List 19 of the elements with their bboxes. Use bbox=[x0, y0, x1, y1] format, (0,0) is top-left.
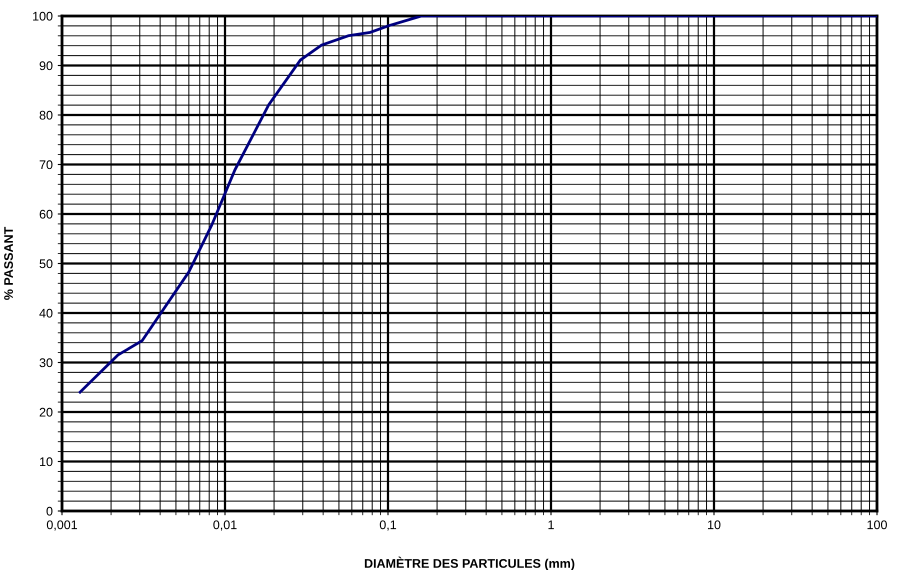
x-tick-label: 1 bbox=[548, 520, 554, 530]
y-tick-label: 10 bbox=[40, 457, 52, 466]
y-tick-label: 20 bbox=[40, 408, 52, 417]
y-tick-label: 0 bbox=[46, 506, 52, 516]
y-tick-label: 70 bbox=[40, 160, 52, 170]
y-tick-label: 80 bbox=[40, 110, 52, 120]
y-tick-label: 40 bbox=[39, 308, 52, 318]
y-tick-label: 100 bbox=[33, 12, 52, 21]
y-axis-title: % PASSANT bbox=[4, 226, 13, 300]
x-tick-label: 10 bbox=[708, 520, 720, 530]
y-tick-label: 30 bbox=[40, 358, 52, 368]
x-tick-label: 100 bbox=[868, 520, 887, 530]
x-axis-title: DIAMÈTRE DES PARTICULES (mm) bbox=[364, 556, 574, 570]
y-tick-label: 90 bbox=[40, 61, 52, 70]
x-tick-label: 0,001 bbox=[46, 520, 78, 531]
y-tick-label: 60 bbox=[40, 210, 52, 219]
x-tick-label: 0,1 bbox=[380, 520, 396, 531]
y-tick-label: 50 bbox=[40, 259, 52, 268]
x-tick-label: 0,01 bbox=[213, 520, 237, 531]
